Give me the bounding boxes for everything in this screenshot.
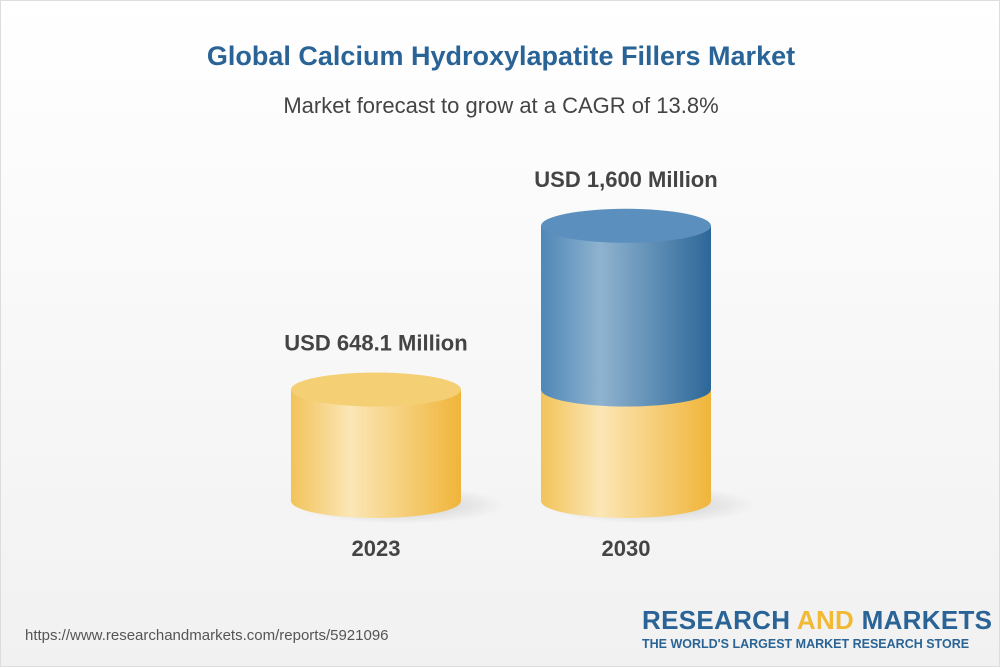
cylinder-base-segment [541,389,711,518]
cylinder-top [541,208,711,243]
value-label: USD 1,600 Million [534,167,717,192]
value-label: USD 648.1 Million [284,331,467,356]
logo-tagline: THE WORLD'S LARGEST MARKET RESEARCH STOR… [642,637,970,651]
logo-word-and: AND [796,605,855,635]
research-and-markets-logo: RESEARCH AND MARKETS THE WORLD'S LARGEST… [642,605,992,651]
chart-subtitle: Market forecast to grow at a CAGR of 13.… [283,93,719,118]
source-url[interactable]: https://www.researchandmarkets.com/repor… [25,627,389,644]
cylinder-base-segment [291,389,461,518]
category-label: 2023 [352,536,401,561]
cylinder-growth-segment [541,225,711,407]
logo-word-markets: MARKETS [861,605,993,635]
chart-title: Global Calcium Hydroxylapatite Fillers M… [206,41,796,71]
cylinder-top [291,372,461,407]
category-label: 2030 [602,536,651,561]
logo-word-research: RESEARCH [642,605,791,635]
